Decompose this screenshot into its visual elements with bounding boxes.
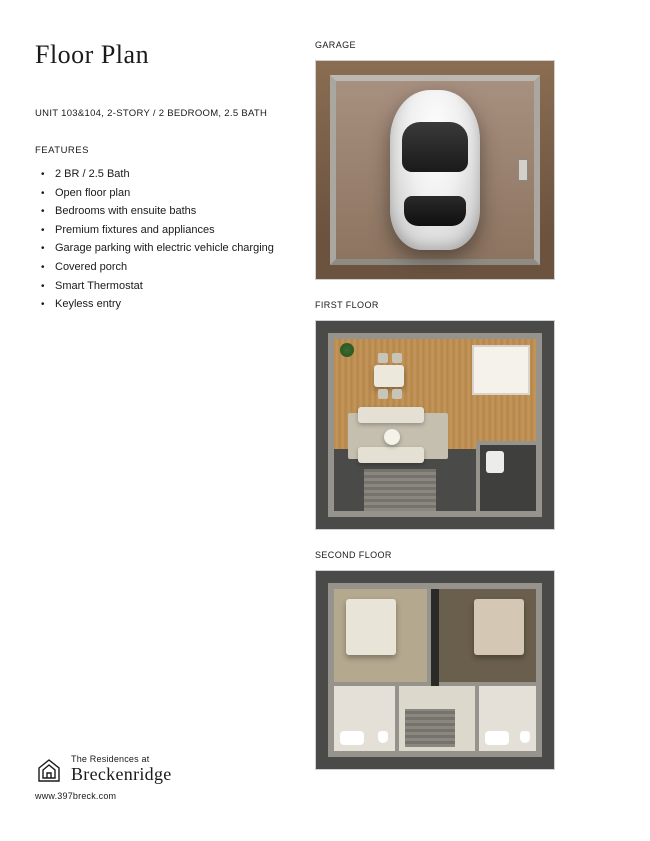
car-icon [390,90,480,250]
toilet-icon [520,731,530,743]
garage-section: GARAGE [315,40,620,280]
chair-icon [392,389,402,399]
first-floor-label: FIRST FLOOR [315,300,620,310]
garage-floorplan [315,60,555,280]
dining-area [364,351,414,401]
footer: The Residences at Breckenridge www.397br… [35,754,285,811]
second-floor-interior [328,583,542,757]
feature-item: Bedrooms with ensuite baths [47,203,285,221]
feature-item: Open floor plan [47,185,285,203]
feature-item: Garage parking with electric vehicle cha… [47,240,285,258]
chair-icon [378,353,388,363]
dining-table [374,365,404,387]
chair-icon [378,389,388,399]
first-floor-interior [328,333,542,517]
plant-icon [340,343,354,357]
garage-label: GARAGE [315,40,620,50]
kitchen-area [472,345,530,395]
features-list: 2 BR / 2.5 Bath Open floor plan Bedrooms… [35,166,285,315]
stairs-icon [364,469,436,511]
bedroom-2 [439,589,536,686]
bathroom-1 [334,686,399,751]
brand-logo-icon [35,756,63,784]
closet [431,589,439,686]
feature-item: Premium fixtures and appliances [47,222,285,240]
unit-subtitle: UNIT 103&104, 2-STORY / 2 BEDROOM, 2.5 B… [35,108,285,119]
sofa-icon [358,447,424,463]
brand-lockup: The Residences at Breckenridge [35,754,285,785]
feature-item: Keyless entry [47,296,285,314]
bed-icon [474,599,524,655]
page-layout: Floor Plan UNIT 103&104, 2-STORY / 2 BED… [35,40,620,811]
second-floor-label: SECOND FLOOR [315,550,620,560]
sofa-icon [358,407,424,423]
first-floor-floorplan [315,320,555,530]
garage-interior [330,75,540,265]
half-bath [476,441,536,511]
page-title: Floor Plan [35,40,285,70]
ev-charger-icon [518,159,528,181]
brand-name: Breckenridge [71,764,172,785]
first-floor-section: FIRST FLOOR [315,300,620,530]
stairs-icon [405,709,455,747]
chair-icon [392,353,402,363]
bed-icon [346,599,396,655]
coffee-table-icon [384,429,400,445]
second-floor-section: SECOND FLOOR [315,550,620,770]
brand-url: www.397breck.com [35,791,285,801]
second-floor-floorplan [315,570,555,770]
left-column: Floor Plan UNIT 103&104, 2-STORY / 2 BED… [35,40,285,811]
brand-tagline: The Residences at [71,754,172,764]
bedroom-1 [334,589,431,686]
features-heading: FEATURES [35,145,285,156]
right-column: GARAGE FIRST FLOOR [315,40,620,811]
feature-item: 2 BR / 2.5 Bath [47,166,285,184]
brand-text: The Residences at Breckenridge [71,754,172,785]
feature-item: Covered porch [47,259,285,277]
feature-item: Smart Thermostat [47,278,285,296]
